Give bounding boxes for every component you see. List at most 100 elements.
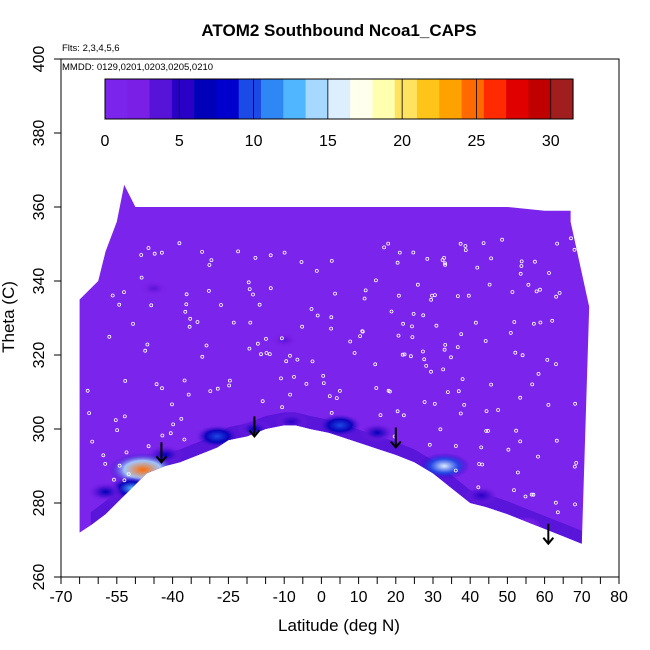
x-tick-label: -25 — [217, 589, 240, 606]
sample-point — [279, 336, 284, 341]
y-tick-label: 340 — [31, 268, 48, 295]
sample-point — [329, 326, 334, 331]
sample-point — [420, 349, 425, 354]
chart-title: ATOM2 Southbound Ncoa1_CAPS — [201, 21, 476, 40]
colorbar-segment — [305, 79, 329, 119]
x-tick-label: 40 — [461, 589, 479, 606]
sample-point — [401, 321, 406, 326]
x-tick-label: 0 — [317, 589, 326, 606]
dates-note: MMDD: 0129,0201,0203,0205,0210 — [62, 62, 213, 73]
sample-point — [209, 258, 214, 263]
sample-point — [334, 396, 339, 401]
sample-point — [170, 402, 174, 407]
sample-point — [422, 400, 427, 404]
colorbar-tick-label: 25 — [468, 133, 486, 150]
sample-point — [168, 431, 173, 436]
sample-point — [519, 259, 524, 264]
sample-point — [131, 321, 135, 326]
sample-point — [513, 350, 518, 355]
colorbar-tick-label: 10 — [245, 133, 263, 150]
sample-point — [518, 439, 523, 444]
sample-point — [257, 302, 262, 307]
y-tick-label: 260 — [31, 564, 48, 591]
sample-point — [195, 320, 200, 324]
sample-point — [555, 241, 559, 246]
sample-point — [288, 353, 292, 358]
y-tick-label: 400 — [31, 46, 48, 73]
sample-point — [363, 288, 368, 293]
sample-point — [422, 357, 427, 362]
sample-point — [475, 265, 480, 270]
sample-point — [227, 383, 232, 388]
sample-point — [122, 478, 127, 483]
sample-point — [455, 345, 460, 350]
sample-point — [310, 359, 315, 364]
sample-point — [110, 293, 115, 298]
colorbar-tick-label: 0 — [101, 133, 110, 150]
sample-point — [292, 374, 296, 379]
sample-point — [526, 282, 531, 287]
colorbar-segment — [528, 79, 552, 119]
sample-point — [425, 256, 430, 261]
sample-point — [107, 334, 112, 339]
sample-point — [299, 260, 304, 264]
sample-point — [160, 386, 164, 391]
sample-point — [300, 324, 305, 329]
sample-point — [186, 392, 191, 397]
sample-point — [184, 292, 189, 297]
sample-point — [573, 401, 577, 406]
sample-point — [573, 502, 577, 507]
enhanced-region — [269, 332, 299, 349]
sample-point — [429, 369, 433, 374]
sample-point — [126, 472, 131, 477]
sample-point — [481, 241, 486, 246]
sample-point — [348, 339, 353, 344]
sample-point — [90, 439, 95, 444]
sample-point — [386, 241, 391, 246]
sample-point — [536, 371, 541, 376]
sample-point — [408, 354, 413, 359]
sample-point — [550, 318, 555, 323]
sample-point — [171, 422, 176, 427]
sample-point — [253, 255, 258, 260]
sample-point — [207, 263, 212, 267]
sample-point — [117, 302, 122, 307]
enhanced-region — [139, 280, 169, 297]
enhanced-region — [359, 423, 395, 443]
sample-point — [264, 351, 269, 355]
sample-point — [122, 414, 127, 419]
sample-point — [268, 286, 273, 291]
x-tick-label: -70 — [49, 589, 72, 606]
sample-point — [396, 333, 401, 338]
down-arrow-marker — [248, 416, 261, 438]
sample-point — [183, 309, 188, 314]
sample-point — [441, 367, 446, 372]
sample-point — [508, 330, 513, 335]
colorbar-tick-label: 15 — [319, 133, 337, 150]
sample-point — [112, 477, 116, 482]
sample-point — [523, 494, 528, 499]
sample-point — [442, 347, 447, 352]
sample-point — [532, 321, 536, 326]
sample-point — [124, 450, 129, 455]
y-tick-label: 360 — [31, 194, 48, 221]
sample-point — [458, 241, 463, 246]
sample-point — [395, 409, 400, 414]
sample-point — [487, 282, 492, 287]
sample-point — [443, 261, 447, 266]
sample-point — [267, 352, 272, 357]
x-tick-label: 30 — [424, 589, 442, 606]
sample-point — [231, 320, 236, 325]
sample-point — [117, 463, 122, 468]
y-axis-label: Theta (C) — [0, 281, 18, 353]
y-tick-label: 300 — [31, 416, 48, 443]
sample-point — [200, 354, 205, 359]
sample-point — [219, 303, 223, 307]
sample-point — [208, 389, 213, 394]
sample-point — [139, 253, 144, 257]
sample-point — [321, 381, 326, 386]
colorbar-segment — [216, 79, 240, 119]
colorbar-segment — [394, 79, 418, 119]
sample-point — [445, 390, 450, 395]
